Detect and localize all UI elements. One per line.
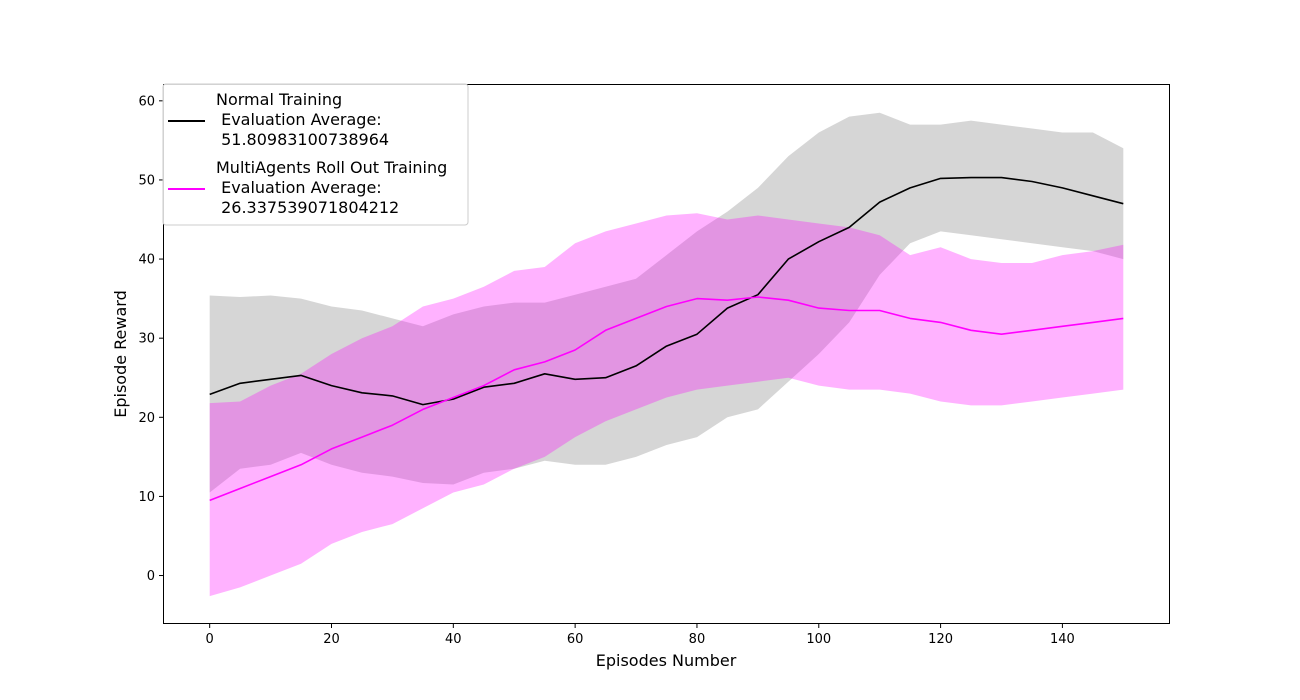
x-tick-label: 60: [567, 632, 584, 647]
y-axis-ticks: 0 10 20 30 40 50 60: [138, 94, 164, 584]
y-tick-label: 50: [138, 173, 155, 188]
x-axis-ticks: 0 20 40 60 80 100 120 140: [206, 623, 1075, 647]
series-0-line: [209, 176, 1124, 406]
series-0-band: [209, 112, 1124, 493]
x-tick-label: 80: [689, 632, 706, 647]
x-tick-label: 140: [1050, 632, 1075, 647]
y-tick-label: 10: [138, 490, 155, 505]
x-tick-label: 100: [806, 632, 831, 647]
series-lines: [209, 176, 1124, 502]
legend-label-0: Normal Training Evaluation Average: 51.8…: [216, 90, 389, 149]
x-tick-label: 0: [206, 632, 214, 647]
legend-label-1: MultiAgents Roll Out Training Evaluation…: [216, 158, 447, 217]
y-tick-label: 30: [138, 332, 155, 347]
series-1-band: [209, 213, 1124, 597]
x-tick-label: 40: [445, 632, 462, 647]
x-axis-label: Episodes Number: [596, 651, 737, 670]
y-tick-label: 20: [138, 411, 155, 426]
y-tick-label: 40: [138, 253, 155, 268]
series-1-line: [209, 296, 1124, 502]
confidence-bands: [209, 112, 1124, 597]
y-tick-label: 60: [138, 94, 155, 109]
x-tick-label: 120: [928, 632, 953, 647]
y-axis-label: Episode Reward: [111, 290, 130, 418]
plot-frame: [163, 84, 1170, 624]
legend: Normal Training Evaluation Average: 51.8…: [162, 83, 469, 226]
x-tick-label: 20: [323, 632, 340, 647]
legend-box: [162, 83, 469, 226]
y-tick-label: 0: [147, 569, 155, 584]
